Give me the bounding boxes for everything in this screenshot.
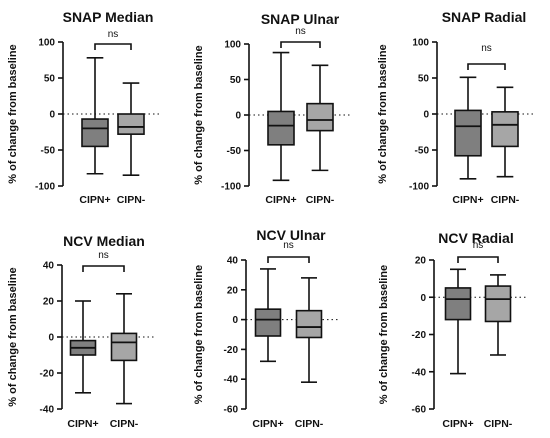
significance-bracket: [82, 265, 125, 272]
box-cipnplus: [444, 268, 472, 375]
y-tick-label: -50: [415, 146, 430, 157]
category-label: CIPN-: [491, 194, 520, 206]
significance-label: ns: [108, 29, 119, 40]
category-label: CIPN+: [79, 194, 110, 206]
significance-label: ns: [481, 43, 492, 54]
box-cipnplus: [81, 57, 109, 175]
y-tick-label: 0: [232, 315, 238, 326]
chart-title: NCV Radial: [438, 230, 513, 246]
significance-label: ns: [473, 240, 484, 251]
box-cipnminus: [306, 64, 334, 172]
y-tick-label: -60: [224, 405, 239, 416]
y-tick-label: -40: [412, 367, 427, 378]
y-tick-label: 40: [227, 256, 239, 267]
box-iqr: [484, 285, 512, 323]
box-iqr: [254, 308, 282, 337]
y-tick-label: 0: [48, 333, 54, 344]
significance-label: ns: [98, 250, 109, 261]
box-cipnplus: [69, 300, 97, 394]
y-tick-label: 20: [227, 285, 239, 296]
box-cipnplus: [267, 51, 295, 182]
significance-bracket: [280, 41, 321, 48]
significance-label: ns: [283, 240, 294, 251]
y-tick-label: -20: [224, 345, 239, 356]
box-iqr: [117, 113, 145, 135]
box-cipnminus: [117, 82, 145, 176]
significance-bracket: [467, 63, 506, 70]
box-cipnminus: [484, 274, 512, 356]
box-cipnminus: [491, 86, 519, 178]
y-axis-label: % of change from baseline: [193, 45, 205, 184]
category-label: CIPN-: [306, 194, 335, 206]
chart-title: NCV Median: [63, 233, 145, 249]
category-label: CIPN-: [484, 418, 513, 430]
y-tick-label: -40: [224, 375, 239, 386]
y-tick-label: 0: [235, 111, 241, 122]
box-cipnplus: [454, 76, 482, 180]
chart-title: NCV Ulnar: [256, 227, 326, 243]
box-iqr: [491, 111, 519, 148]
y-tick-label: 50: [418, 74, 430, 85]
y-tick-label: -50: [41, 146, 56, 157]
category-label: CIPN-: [117, 194, 146, 206]
y-tick-label: 0: [49, 110, 55, 121]
chart-panel-4: NCV Median % of change from baseline 40 20 0…: [7, 233, 154, 430]
y-tick-label: 100: [412, 38, 429, 49]
box-cipnplus: [254, 268, 282, 363]
significance-bracket: [267, 256, 310, 263]
chart-panel-3: SNAP Radial % of change from baseline 100 5…: [377, 9, 535, 206]
chart-title: SNAP Radial: [442, 9, 527, 25]
y-tick-label: -60: [412, 405, 427, 416]
y-tick-label: -100: [221, 182, 241, 193]
y-tick-label: 40: [43, 261, 55, 272]
box-iqr: [444, 287, 472, 321]
y-axis-label: % of change from baseline: [193, 265, 205, 404]
chart-panel-1: SNAP Median % of change from baseline 100 5…: [7, 9, 161, 206]
y-tick-label: 20: [43, 297, 55, 308]
y-tick-label: -50: [227, 146, 242, 157]
box-iqr: [454, 109, 482, 157]
y-tick-label: -20: [40, 369, 55, 380]
significance-bracket: [94, 43, 132, 50]
category-label: CIPN+: [67, 418, 98, 430]
category-label: CIPN+: [265, 194, 296, 206]
y-tick-label: 50: [230, 75, 242, 86]
chart-title: SNAP Ulnar: [261, 11, 340, 27]
category-label: CIPN+: [442, 418, 473, 430]
chart-panel-2: SNAP Ulnar % of change from baseline 100 50…: [193, 11, 350, 206]
y-tick-label: 0: [420, 293, 426, 304]
box-cipnminus: [110, 292, 138, 405]
category-label: CIPN+: [252, 418, 283, 430]
significance-label: ns: [295, 26, 306, 37]
box-iqr: [267, 110, 295, 146]
y-tick-label: 50: [44, 74, 56, 85]
y-tick-label: 100: [224, 40, 241, 51]
y-tick-label: -40: [40, 405, 55, 416]
significance-bracket: [457, 256, 499, 263]
y-axis-label: % of change from baseline: [377, 44, 389, 183]
box-cipnminus: [295, 277, 323, 383]
y-tick-label: -20: [412, 330, 427, 341]
y-tick-label: -100: [35, 182, 55, 193]
y-tick-label: 100: [38, 38, 55, 49]
y-tick-label: 20: [415, 256, 427, 267]
y-tick-label: -100: [409, 182, 429, 193]
chart-title: SNAP Median: [63, 9, 154, 25]
y-axis-label: % of change from baseline: [378, 265, 390, 404]
category-label: CIPN-: [295, 418, 324, 430]
box-iqr: [306, 102, 334, 132]
y-axis-label: % of change from baseline: [7, 267, 19, 406]
category-label: CIPN+: [452, 194, 483, 206]
category-label: CIPN-: [110, 418, 139, 430]
chart-panel-6: NCV Radial % of change from baseline 20 0 -2…: [378, 230, 528, 430]
box-iqr: [81, 118, 109, 148]
box-iqr: [110, 332, 138, 362]
box-iqr: [295, 309, 323, 339]
y-axis-label: % of change from baseline: [7, 44, 19, 183]
y-tick-label: 0: [423, 110, 429, 121]
chart-panel-5: NCV Ulnar % of change from baseline 40 20 0 -…: [193, 227, 339, 430]
